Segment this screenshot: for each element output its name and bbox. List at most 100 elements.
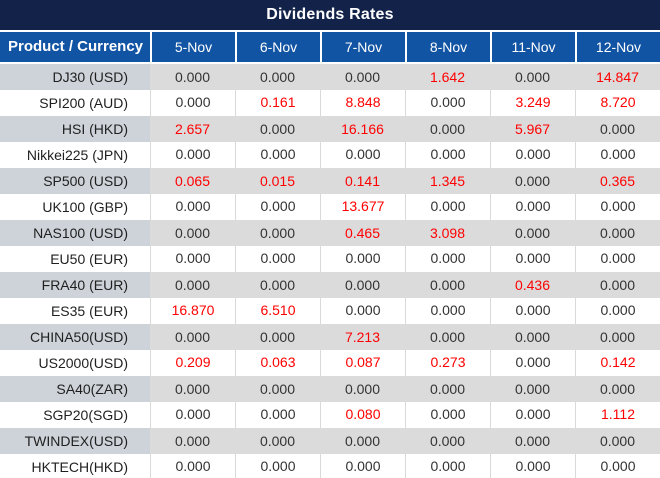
rate-value: 0.000 (235, 64, 320, 90)
rate-value: 0.000 (150, 142, 235, 168)
rate-value: 0.000 (405, 298, 490, 324)
rate-value: 0.000 (490, 194, 575, 220)
rate-value: 0.000 (150, 428, 235, 454)
rate-value: 0.000 (150, 376, 235, 402)
table-title-text: Dividends Rates (266, 6, 394, 23)
column-header-date: 8-Nov (405, 32, 490, 62)
table-row: EU50 (EUR) 0.000 0.000 0.000 0.000 0.000 0.000 (0, 246, 660, 272)
table-row: US2000(USD) 0.209 0.063 0.087 0.273 0.000 0.14… (0, 350, 660, 376)
rate-value: 0.000 (490, 298, 575, 324)
rate-value: 0.000 (575, 324, 660, 350)
rate-value: 0.000 (405, 428, 490, 454)
product-label: DJ30 (USD) (0, 64, 150, 90)
rate-value: 0.080 (320, 402, 405, 428)
rate-value: 0.000 (320, 428, 405, 454)
rate-value: 2.657 (150, 116, 235, 142)
rate-value: 0.000 (575, 142, 660, 168)
rate-value: 0.000 (405, 454, 490, 478)
rate-value: 0.000 (235, 428, 320, 454)
rate-value: 0.000 (575, 220, 660, 246)
product-label: ES35 (EUR) (0, 298, 150, 324)
rate-value: 0.436 (490, 272, 575, 298)
rate-value: 16.870 (150, 298, 235, 324)
rate-value: 0.000 (320, 142, 405, 168)
rate-value: 0.273 (405, 350, 490, 376)
rate-value: 0.000 (320, 454, 405, 478)
table-row: FRA40 (EUR) 0.000 0.000 0.000 0.000 0.436 0.00… (0, 272, 660, 298)
rate-value: 0.000 (490, 454, 575, 478)
rate-value: 0.000 (150, 90, 235, 116)
rate-value: 13.677 (320, 194, 405, 220)
product-label: CHINA50(USD) (0, 324, 150, 350)
product-label: FRA40 (EUR) (0, 272, 150, 298)
rate-value: 0.000 (490, 376, 575, 402)
table-row: CHINA50(USD) 0.000 0.000 7.213 0.000 0.000 0.0… (0, 324, 660, 350)
rate-value: 0.000 (575, 272, 660, 298)
rate-value: 0.000 (235, 246, 320, 272)
rate-value: 0.000 (235, 142, 320, 168)
rate-value: 0.000 (150, 194, 235, 220)
rate-value: 1.345 (405, 168, 490, 194)
rate-value: 14.847 (575, 64, 660, 90)
rate-value: 0.000 (235, 454, 320, 478)
rate-value: 0.000 (150, 272, 235, 298)
rate-value: 0.000 (575, 246, 660, 272)
product-label: US2000(USD) (0, 350, 150, 376)
product-label: HSI (HKD) (0, 116, 150, 142)
rate-value: 0.000 (405, 324, 490, 350)
rate-value: 0.000 (235, 402, 320, 428)
table-row: ES35 (EUR) 16.870 6.510 0.000 0.000 0.000 0.00… (0, 298, 660, 324)
product-label: SA40(ZAR) (0, 376, 150, 402)
rate-value: 0.000 (235, 116, 320, 142)
rate-value: 0.000 (405, 246, 490, 272)
rate-value: 16.166 (320, 116, 405, 142)
product-label: Nikkei225 (JPN) (0, 142, 150, 168)
rate-value: 0.000 (490, 142, 575, 168)
rate-value: 0.000 (490, 64, 575, 90)
rate-value: 0.000 (405, 142, 490, 168)
rate-value: 6.510 (235, 298, 320, 324)
table-title: Dividends Rates (0, 0, 660, 30)
rate-value: 0.000 (405, 90, 490, 116)
column-header-product-currency: Product / Currency (8, 38, 144, 55)
rate-value: 0.000 (235, 376, 320, 402)
rate-value: 0.063 (235, 350, 320, 376)
table-row: UK100 (GBP) 0.000 0.000 13.677 0.000 0.000 0.0… (0, 194, 660, 220)
rate-value: 0.000 (490, 350, 575, 376)
rate-value: 0.015 (235, 168, 320, 194)
rate-value: 0.142 (575, 350, 660, 376)
rate-value: 1.112 (575, 402, 660, 428)
rate-value: 0.000 (320, 64, 405, 90)
rate-value: 0.000 (150, 402, 235, 428)
rate-value: 0.000 (405, 402, 490, 428)
rate-value: 0.000 (575, 376, 660, 402)
column-header-date: 7-Nov (320, 32, 405, 62)
rate-value: 0.000 (235, 272, 320, 298)
product-label: NAS100 (USD) (0, 220, 150, 246)
rate-value: 0.000 (150, 220, 235, 246)
table-row: Nikkei225 (JPN) 0.000 0.000 0.000 0.000 0.000… (0, 142, 660, 168)
table-row: DJ30 (USD) 0.000 0.000 0.000 1.642 0.000 14.84… (0, 64, 660, 90)
table-row: TWINDEX(USD) 0.000 0.000 0.000 0.000 0.000 0.0… (0, 428, 660, 454)
rate-value: 3.098 (405, 220, 490, 246)
product-label: EU50 (EUR) (0, 246, 150, 272)
rate-value: 0.000 (490, 168, 575, 194)
rate-value: 0.000 (235, 324, 320, 350)
rate-value: 0.000 (490, 324, 575, 350)
rate-value: 0.000 (490, 246, 575, 272)
table-row: NAS100 (USD) 0.000 0.000 0.465 3.098 0.000 0.0… (0, 220, 660, 246)
column-header-date: 11-Nov (490, 32, 575, 62)
rate-value: 0.000 (405, 116, 490, 142)
column-header-date: 5-Nov (150, 32, 235, 62)
rate-value: 0.000 (575, 116, 660, 142)
rate-value: 0.000 (320, 246, 405, 272)
rate-value: 0.209 (150, 350, 235, 376)
rate-value: 0.000 (320, 272, 405, 298)
rate-value: 0.000 (405, 194, 490, 220)
rate-value: 7.213 (320, 324, 405, 350)
rate-value: 0.000 (490, 428, 575, 454)
rate-value: 0.000 (235, 220, 320, 246)
column-header-date: 12-Nov (575, 32, 660, 62)
rate-value: 8.848 (320, 90, 405, 116)
